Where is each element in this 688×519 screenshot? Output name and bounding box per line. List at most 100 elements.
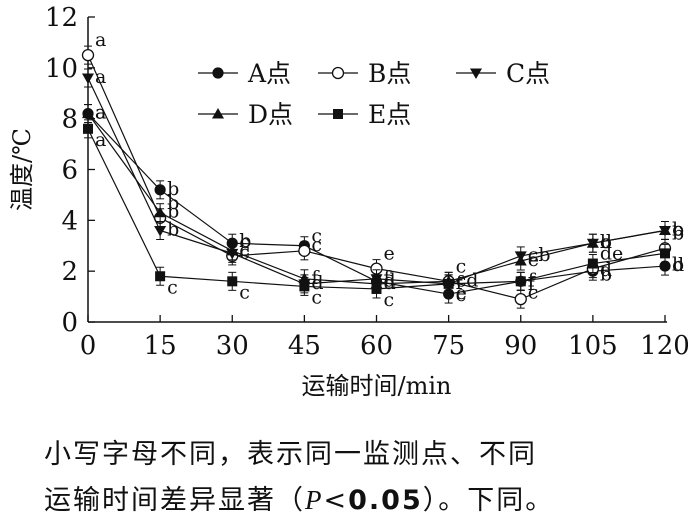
significance-letter: b	[167, 178, 179, 200]
legend-marker	[212, 67, 224, 79]
significance-letter: e	[528, 249, 539, 271]
data-point	[227, 276, 238, 287]
significance-letter: b	[672, 253, 684, 275]
legend-marker	[212, 108, 224, 119]
caption-p-value: 0.05	[348, 485, 423, 516]
significance-letter: a	[95, 66, 106, 88]
significance-letter: a	[95, 29, 106, 51]
significance-letter: a	[95, 102, 106, 124]
y-tick-label: 8	[61, 105, 78, 135]
caption-less-than: <	[323, 485, 349, 516]
significance-letter: c	[239, 241, 250, 263]
legend-label: C点	[506, 59, 550, 88]
x-tick-label: 90	[504, 331, 537, 361]
significance-letter: cb	[528, 244, 551, 266]
significance-letter: b	[600, 231, 612, 253]
caption-text: 运输时间差异显著（	[44, 485, 305, 516]
x-axis-label: 运输时间/min	[302, 372, 452, 400]
significance-letter: d	[672, 254, 684, 276]
significance-letter: d	[600, 259, 612, 281]
significance-letter: b	[600, 264, 612, 286]
data-point	[299, 281, 310, 292]
significance-letter: a	[95, 102, 106, 124]
y-tick-label: 2	[61, 257, 78, 287]
y-tick-label: 4	[61, 206, 78, 236]
significance-letter: e	[384, 243, 395, 265]
significance-letter: d	[600, 231, 612, 253]
data-point	[514, 292, 527, 306]
significance-letter: c	[672, 219, 683, 241]
x-tick-label: 60	[360, 331, 393, 361]
significance-letter: b	[167, 192, 179, 214]
x-tick-label: 15	[144, 331, 177, 361]
significance-letter: cd	[456, 269, 479, 291]
caption-p-symbol: P	[305, 485, 324, 515]
legend-marker	[333, 109, 343, 119]
significance-letter: de	[600, 243, 623, 265]
significance-letter: c	[311, 225, 322, 247]
legend-label: B点	[368, 59, 411, 88]
significance-letter: b	[239, 230, 251, 252]
y-tick-label: 12	[45, 3, 78, 33]
y-axis-label: 温度/℃	[8, 128, 36, 211]
significance-letter: e	[456, 282, 467, 304]
data-point	[154, 184, 166, 196]
caption-text-end: ）。下同。	[422, 485, 555, 516]
y-tick-label: 0	[61, 308, 78, 338]
significance-letter: c	[456, 255, 467, 277]
x-tick-label: 0	[80, 331, 97, 361]
data-point	[371, 283, 382, 294]
x-tick-label: 30	[216, 331, 249, 361]
significance-letter: b	[672, 219, 684, 241]
x-tick-label: 120	[640, 331, 688, 361]
caption-line-1: 小写字母不同，表示同一监测点、不同	[44, 439, 537, 470]
significance-letter: d	[384, 269, 396, 291]
data-point	[514, 255, 527, 266]
data-point	[154, 226, 167, 237]
data-point	[660, 248, 670, 259]
x-tick-label: 45	[288, 331, 321, 361]
significance-letter: c	[528, 281, 539, 303]
x-tick-label: 75	[432, 331, 465, 361]
data-point	[82, 73, 94, 84]
significance-letter: c	[239, 231, 250, 253]
significance-letter: c	[239, 239, 250, 261]
data-point	[82, 107, 94, 119]
legend-label: D点	[248, 100, 293, 129]
data-point	[81, 48, 95, 62]
significance-letter: b	[672, 222, 684, 244]
significance-letter: d	[384, 272, 396, 294]
legend-marker	[470, 68, 482, 79]
legend-label: A点	[247, 59, 291, 88]
caption-line-2: 运输时间差异显著（P<0.05）。下同。	[44, 478, 554, 517]
data-point	[659, 224, 671, 235]
significance-letter: d	[311, 272, 323, 294]
data-point	[155, 271, 166, 282]
y-tick-label: 6	[61, 156, 78, 186]
significance-letter: f	[456, 272, 465, 294]
data-point	[154, 206, 167, 218]
significance-letter: f	[311, 267, 320, 289]
y-tick-label: 10	[45, 54, 78, 84]
data-point	[587, 258, 598, 269]
significance-letter: b	[167, 201, 179, 223]
significance-letter: f	[528, 269, 537, 291]
significance-letter: a	[95, 129, 106, 151]
significance-letter: c	[167, 276, 178, 298]
significance-letter: c	[384, 289, 395, 311]
significance-letter: c	[311, 286, 322, 308]
legend-marker	[331, 66, 345, 80]
significance-letter: f	[528, 273, 537, 295]
significance-letter: c	[456, 284, 467, 306]
data-point	[83, 123, 93, 134]
data-point	[298, 244, 311, 257]
data-point	[443, 278, 454, 289]
significance-letter: f	[384, 267, 393, 289]
x-tick-label: 105	[568, 331, 618, 361]
significance-letter: b	[167, 219, 179, 241]
data-point	[586, 237, 599, 248]
data-point	[226, 244, 239, 256]
significance-letter: c	[239, 281, 250, 303]
significance-letter: c	[311, 234, 322, 256]
